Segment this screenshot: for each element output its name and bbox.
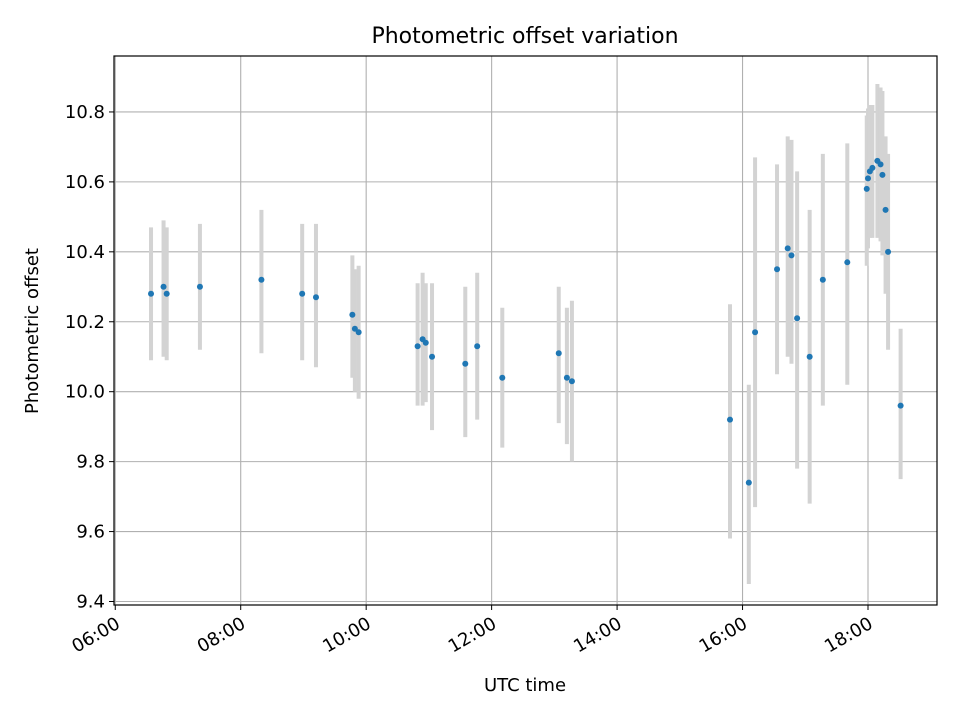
y-axis-label: Photometric offset — [22, 248, 43, 414]
data-point — [163, 290, 170, 297]
y-tick-label: 10.6 — [65, 172, 105, 193]
data-point — [806, 353, 813, 360]
data-point — [869, 164, 876, 171]
data-point — [863, 185, 870, 192]
y-tick-label: 9.8 — [76, 452, 105, 473]
data-point — [499, 374, 506, 381]
data-point — [196, 283, 203, 290]
data-point — [349, 311, 356, 318]
data-points — [148, 157, 904, 486]
y-tick-label: 10.0 — [65, 382, 105, 403]
data-point — [414, 343, 421, 350]
y-tick-label: 10.4 — [65, 242, 105, 263]
data-point — [160, 283, 167, 290]
data-point — [355, 329, 362, 336]
data-point — [563, 374, 570, 381]
data-point — [774, 266, 781, 273]
data-point — [879, 171, 886, 178]
data-point — [726, 416, 733, 423]
data-point — [882, 206, 889, 213]
data-point — [788, 252, 795, 259]
data-point — [258, 276, 265, 283]
data-point — [351, 325, 358, 332]
x-axis-label: UTC time — [484, 675, 566, 696]
data-point — [885, 248, 892, 255]
data-point — [794, 315, 801, 322]
data-point — [864, 175, 871, 182]
data-point — [877, 161, 884, 168]
grid — [114, 56, 937, 605]
data-point — [819, 276, 826, 283]
data-point — [752, 329, 759, 336]
data-point — [784, 245, 791, 252]
y-axis-ticks: 9.4 9.6 9.8 10.0 10.2 10.4 10.6 10.8 — [65, 102, 114, 613]
y-tick-label: 10.8 — [65, 102, 105, 123]
y-tick-label: 10.2 — [65, 312, 105, 333]
data-point — [422, 339, 429, 346]
data-point — [462, 360, 469, 367]
data-point — [312, 294, 319, 301]
data-point — [429, 353, 436, 360]
y-tick-label: 9.6 — [76, 522, 105, 543]
chart-title: Photometric offset variation — [371, 24, 678, 49]
plot-frame — [113, 55, 938, 606]
data-point — [844, 259, 851, 266]
data-point — [897, 402, 904, 409]
data-point — [745, 479, 752, 486]
data-point — [568, 378, 575, 385]
y-tick-label: 9.4 — [76, 592, 105, 613]
data-point — [474, 343, 481, 350]
data-point — [299, 290, 306, 297]
data-point — [148, 290, 155, 297]
data-point — [555, 350, 562, 357]
